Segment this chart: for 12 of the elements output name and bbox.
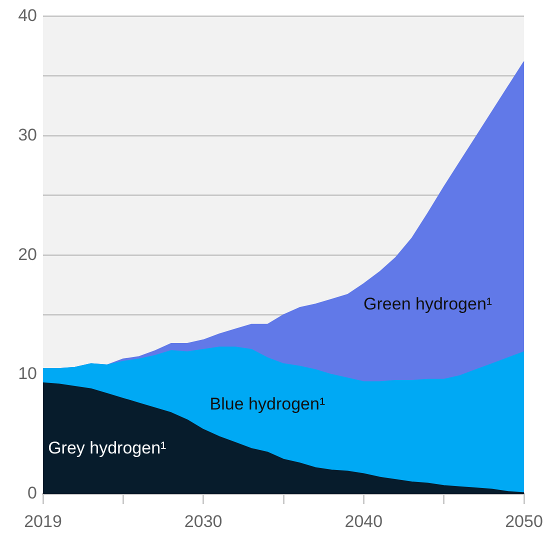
series-label: Grey hydrogen¹ [48,438,167,458]
x-tick-label: 2040 [344,512,383,531]
y-tick-label: 40 [18,6,37,25]
series-label: Blue hydrogen¹ [210,394,326,414]
y-tick-label: 30 [18,125,37,144]
series-label: Green hydrogen¹ [364,294,492,314]
y-tick-label: 20 [18,244,37,264]
x-tick-label: 2019 [24,512,62,531]
x-tick-label: 2050 [505,512,543,531]
y-tick-label: 0 [28,484,37,503]
x-tick-label: 2030 [184,512,222,531]
y-tick-label: 10 [18,364,37,384]
